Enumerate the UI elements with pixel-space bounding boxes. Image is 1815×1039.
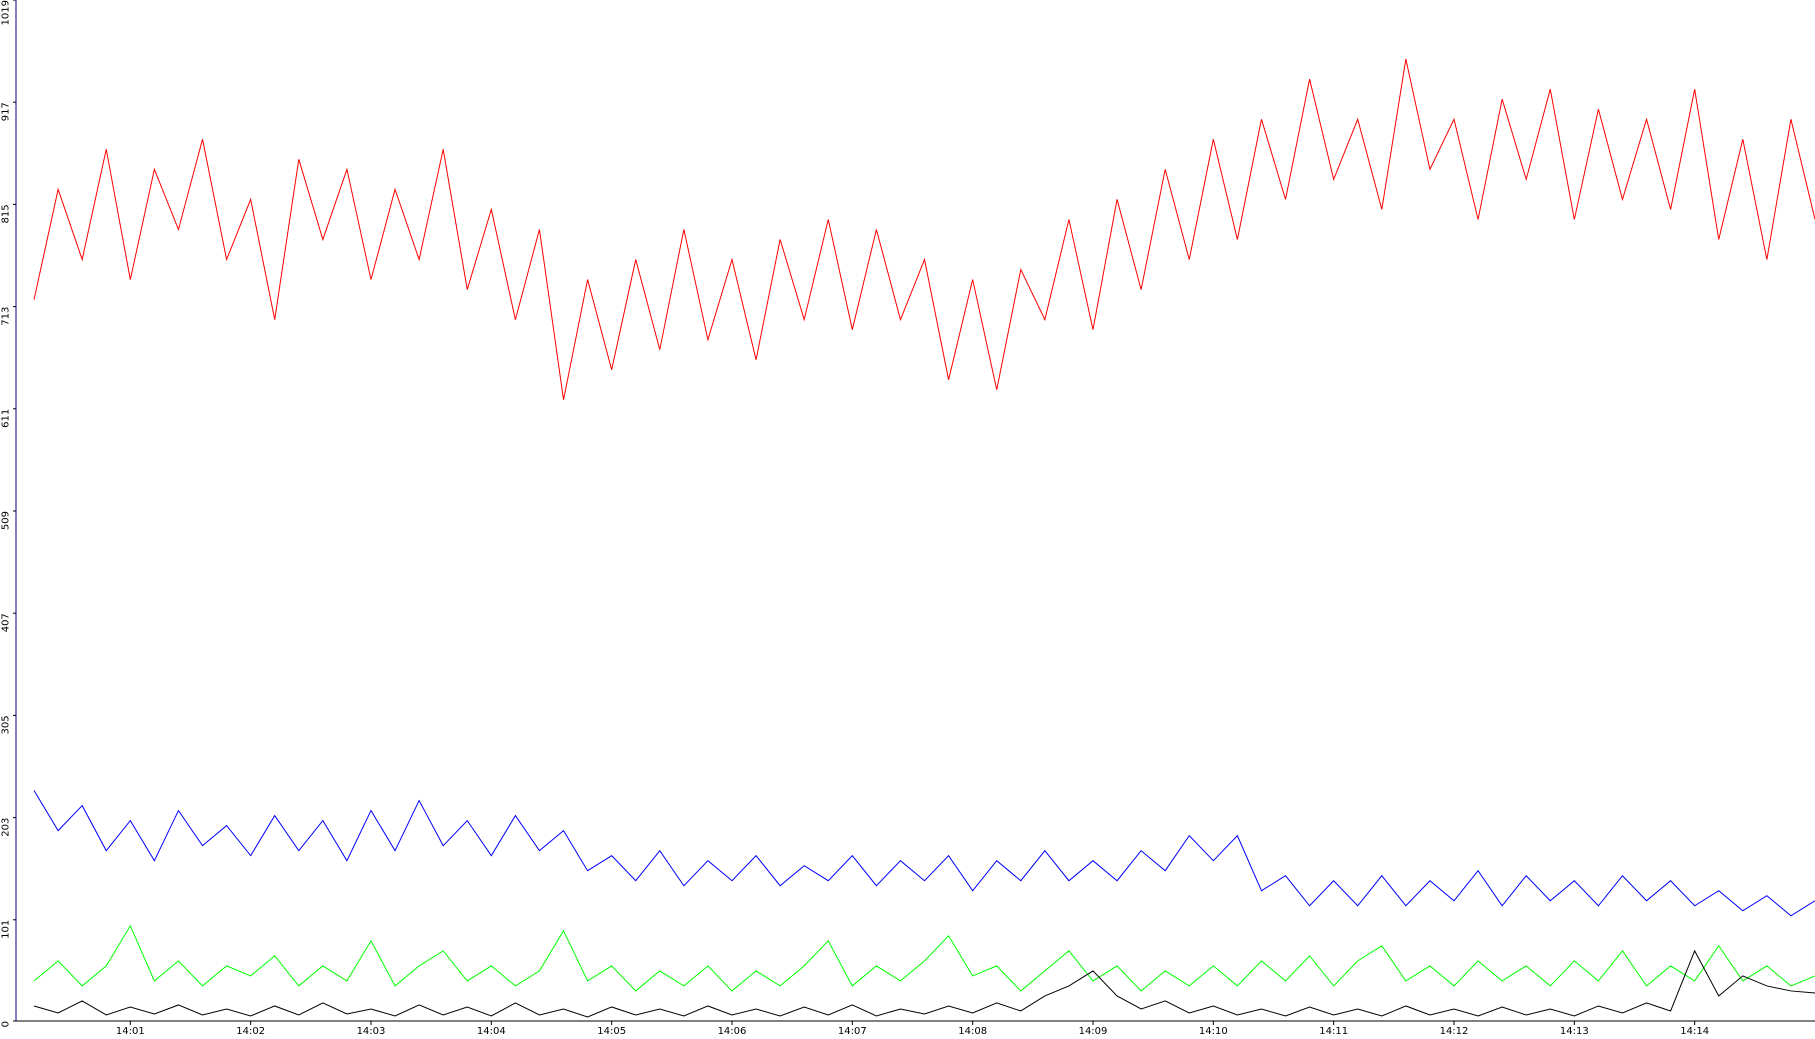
x-tick-label: 14:12 [1440, 1026, 1469, 1037]
x-tick-label: 14:11 [1319, 1026, 1348, 1037]
series-line [33, 59, 1815, 400]
y-tick-label: 0 [0, 1021, 11, 1027]
x-tick-label: 14:09 [1079, 1026, 1108, 1037]
x-tick-label: 14:14 [1680, 1026, 1709, 1037]
x-tick-label: 14:03 [357, 1026, 386, 1037]
x-tick-label: 14:10 [1199, 1026, 1228, 1037]
x-tick-label: 14:08 [958, 1026, 987, 1037]
series-line [33, 790, 1815, 917]
x-tick-label: 14:13 [1560, 1026, 1589, 1037]
x-tick-label: 14:02 [236, 1026, 265, 1037]
y-tick-label: 305 [0, 715, 11, 734]
y-tick-label: 1019 [0, 0, 11, 25]
y-tick-label: 509 [0, 511, 11, 530]
x-tick-label: 14:05 [597, 1026, 626, 1037]
y-tick-label: 611 [0, 409, 11, 428]
series-line [33, 949, 1815, 1018]
y-tick-label: 101 [0, 920, 11, 939]
x-tick-label: 14:04 [477, 1026, 506, 1037]
x-tick-label: 14:07 [838, 1026, 867, 1037]
y-tick-label: 917 [0, 102, 11, 121]
y-tick-label: 407 [0, 613, 11, 632]
series-line [33, 924, 1815, 992]
y-tick-label: 815 [0, 204, 11, 223]
y-tick-label: 203 [0, 818, 11, 837]
y-tick-label: 713 [0, 307, 11, 326]
x-tick-label: 14:01 [116, 1026, 145, 1037]
x-tick-label: 14:06 [718, 1026, 747, 1037]
